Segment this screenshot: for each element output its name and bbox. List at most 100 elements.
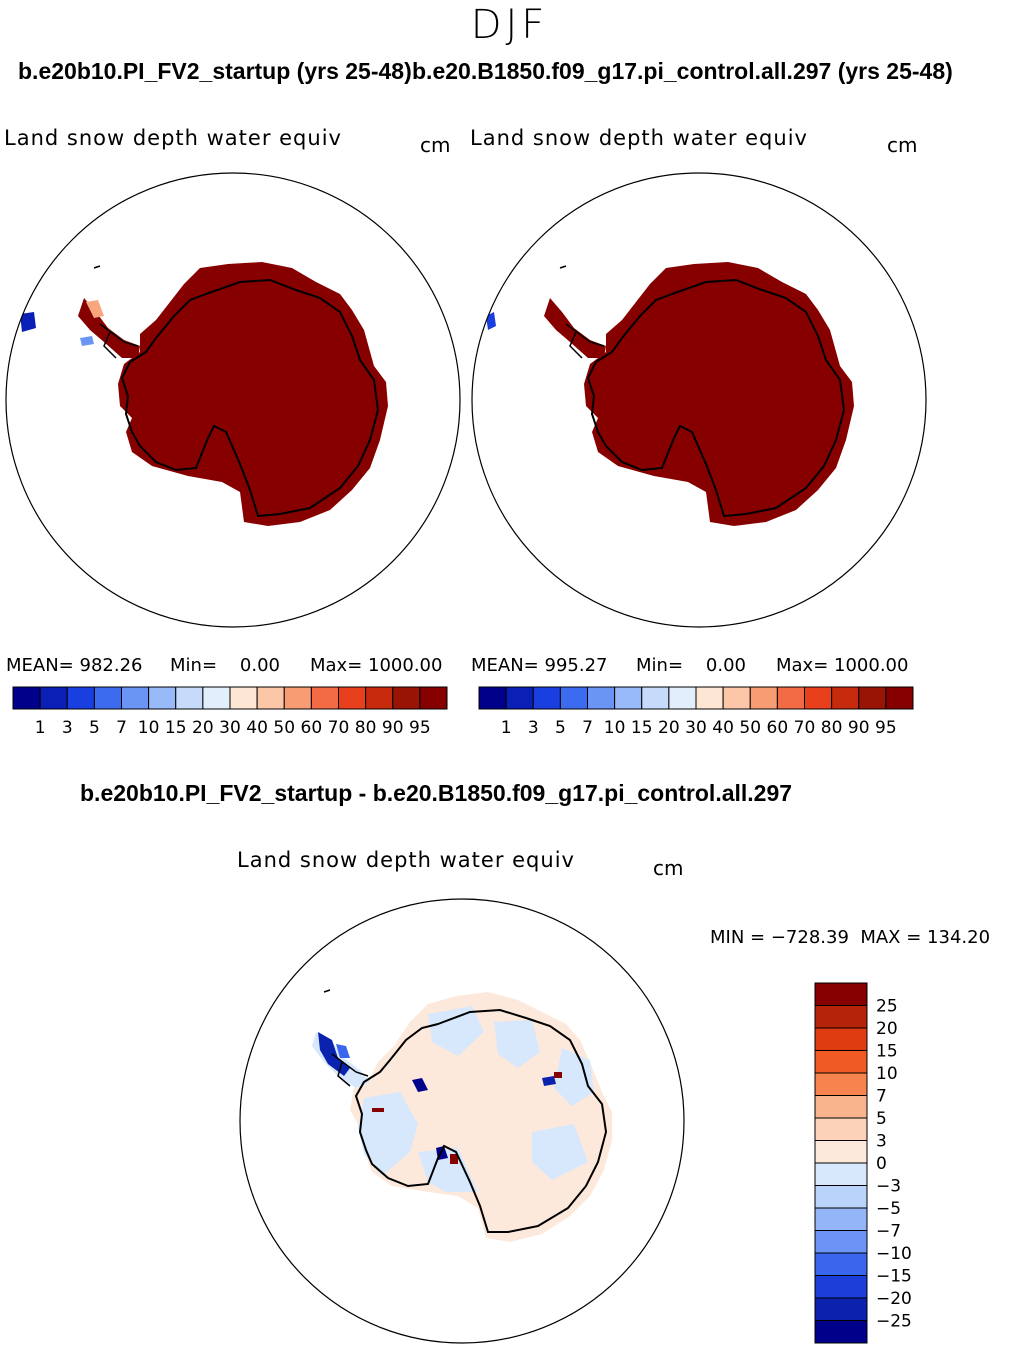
colorbar-tick-label: 70 — [794, 718, 816, 738]
right-coastline — [586, 278, 846, 518]
colorbar-swatch — [338, 686, 367, 710]
colorbar-tick-label: 20 — [876, 1019, 898, 1039]
colorbar-tick-label: 7 — [582, 718, 593, 738]
colorbar-tick-label: 5 — [555, 718, 566, 738]
colorbar-tick-label: 40 — [246, 718, 268, 738]
season-title: DJF — [470, 2, 549, 48]
colorbar-tick-label: 30 — [219, 718, 241, 738]
colorbar-swatch — [66, 686, 95, 710]
colorbar-swatch — [814, 1140, 868, 1164]
colorbar-tick-label: 0 — [876, 1154, 887, 1174]
colorbar-tick-label: 3 — [62, 718, 73, 738]
right-peninsula-fill — [544, 298, 606, 358]
colorbar-tick-label: 15 — [876, 1042, 898, 1062]
colorbar-swatch — [587, 686, 616, 710]
right-island-cell — [486, 312, 496, 330]
diff-units-label: cm — [653, 856, 684, 880]
colorbar-tick-label: −20 — [876, 1289, 912, 1309]
colorbar-tick-label: 60 — [767, 718, 789, 738]
colorbar-swatch — [93, 686, 122, 710]
diff-minmax: MIN = −728.39 MAX = 134.20 — [710, 927, 991, 948]
colorbar-tick-label: −15 — [876, 1267, 912, 1287]
colorbar-swatch — [814, 1320, 868, 1344]
diff-antarctica-positive — [350, 992, 612, 1242]
left-orange-cell — [86, 300, 104, 318]
diff-negative-region-e — [554, 1048, 594, 1106]
colorbar-tick-label: 15 — [165, 718, 187, 738]
right-case-title: b.e20.B1850.f09_g17.pi_control.all.297 (… — [412, 58, 953, 84]
colorbar-tick-label: 7 — [876, 1087, 887, 1107]
colorbar-swatch — [202, 686, 231, 710]
colorbar-tick-label: 15 — [631, 718, 653, 738]
diff-negative-region-f — [532, 1124, 588, 1180]
colorbar-tick-label: 50 — [739, 718, 761, 738]
left-coastline — [120, 278, 380, 518]
colorbar-swatch — [148, 686, 177, 710]
colorbar-swatch — [814, 1297, 868, 1321]
colorbar-swatch — [229, 686, 258, 710]
diff-variable-label: Land snow depth water equiv — [237, 848, 575, 872]
colorbar-tick-label: 10 — [604, 718, 626, 738]
colorbar-tick-label: 80 — [355, 718, 377, 738]
colorbar-swatch — [175, 686, 204, 710]
colorbar-swatch — [722, 686, 751, 710]
colorbar-swatch — [814, 1027, 868, 1051]
colorbar-tick-label: 30 — [685, 718, 707, 738]
diff-negative-region-a — [358, 1092, 418, 1176]
left-polar-map — [5, 172, 461, 628]
colorbar-swatch — [283, 686, 312, 710]
colorbar-tick-label: 7 — [116, 718, 127, 738]
left-case-title: b.e20b10.PI_FV2_startup (yrs 25-48) — [18, 58, 412, 84]
colorbar-swatch — [814, 1230, 868, 1254]
colorbar-swatch — [505, 686, 534, 710]
right-min-stat: Min= 0.00 — [636, 655, 746, 676]
colorbar-tick-label: 25 — [876, 997, 898, 1017]
left-island-cell — [20, 312, 36, 332]
right-mean-stat: MEAN= 995.27 — [471, 655, 608, 676]
colorbar-swatch — [310, 686, 339, 710]
left-blue-cell — [80, 336, 94, 346]
colorbar-tick-label: −25 — [876, 1312, 912, 1332]
colorbar-tick-label: 70 — [328, 718, 350, 738]
colorbar-tick-label: 90 — [848, 718, 870, 738]
colorbar-swatch — [858, 686, 887, 710]
colorbar-swatch — [39, 686, 68, 710]
colorbar-swatch — [814, 1162, 868, 1186]
right-max-stat: Max= 1000.00 — [776, 655, 909, 676]
colorbar-swatch — [814, 1275, 868, 1299]
left-mean-stat: MEAN= 982.26 — [6, 655, 143, 676]
colorbar-tick-label: 20 — [658, 718, 680, 738]
diff-peninsula-strong-neg — [318, 1032, 350, 1076]
colorbar-swatch — [668, 686, 697, 710]
colorbar-swatch — [559, 686, 588, 710]
colorbar-tick-label: 60 — [301, 718, 323, 738]
colorbar-swatch — [814, 982, 868, 1006]
colorbar-swatch — [814, 1095, 868, 1119]
colorbar-swatch — [256, 686, 285, 710]
colorbar-tick-label: 50 — [273, 718, 295, 738]
diff-negative-region-b — [418, 1148, 478, 1192]
colorbar-swatch — [814, 1207, 868, 1231]
left-min-stat: Min= 0.00 — [170, 655, 280, 676]
right-antarctica-fill — [584, 262, 854, 526]
colorbar-swatch — [641, 686, 670, 710]
colorbar-tick-label: 5 — [876, 1109, 887, 1129]
diff-coastline — [354, 1008, 608, 1233]
colorbar-swatch — [365, 686, 394, 710]
colorbar-tick-label: 10 — [876, 1064, 898, 1084]
colorbar-swatch — [814, 1117, 868, 1141]
colorbar-tick-label: 90 — [382, 718, 404, 738]
colorbar-swatch — [814, 1252, 868, 1276]
diff-negative-region-d — [494, 1020, 540, 1068]
colorbar-tick-label: −10 — [876, 1244, 912, 1264]
colorbar-swatch — [885, 686, 914, 710]
colorbar-tick-label: 80 — [821, 718, 843, 738]
diff-polar-map — [239, 898, 685, 1344]
colorbar-swatch — [392, 686, 421, 710]
left-variable-label: Land snow depth water equiv — [4, 126, 342, 150]
left-colorbar: 1 3 5 7 10 15 20 30 40 50 60 70 80 90 95 — [12, 686, 448, 738]
left-peninsula-fill — [78, 298, 140, 358]
colorbar-swatch — [776, 686, 805, 710]
right-polar-map — [471, 172, 927, 628]
colorbar-swatch — [749, 686, 778, 710]
